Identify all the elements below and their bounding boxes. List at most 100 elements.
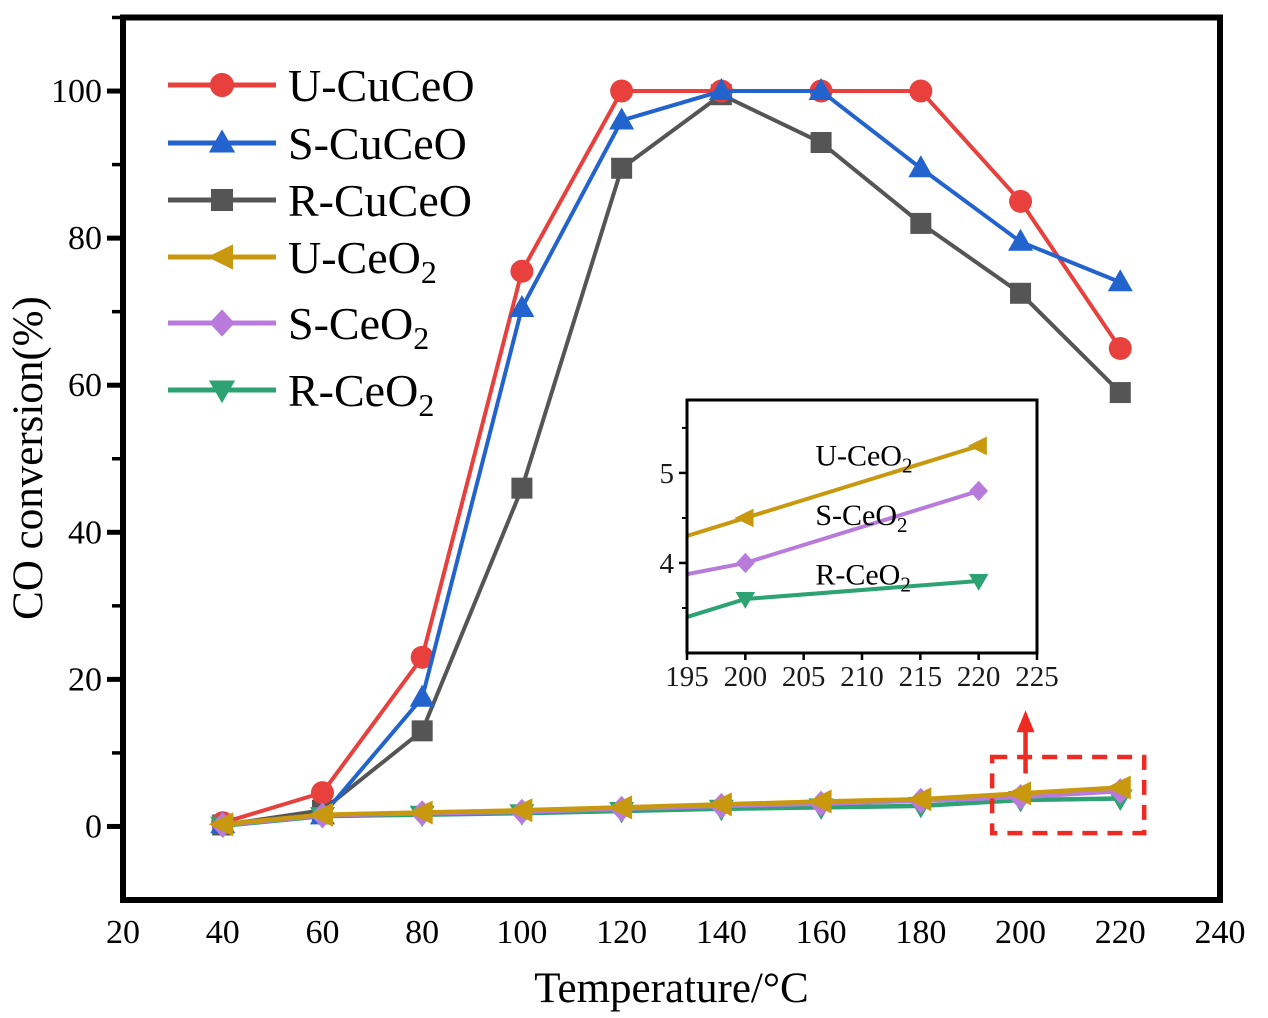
inset-series	[687, 436, 989, 620]
x-tick-label: 160	[796, 914, 847, 951]
series-R-CuCeO	[212, 84, 1131, 836]
marker-U-CeO2	[208, 812, 234, 837]
legend-label: S-CuCeO	[288, 118, 467, 169]
legend-item-R-CuCeO: R-CuCeO	[168, 175, 472, 226]
marker-U-CeO2	[507, 798, 533, 823]
marker-U-CuCeO	[909, 79, 933, 103]
marker-U-CuCeO	[1108, 336, 1132, 360]
y-tick-label: 80	[68, 220, 102, 257]
main-series	[208, 78, 1133, 839]
inset-series-R-CeO2	[687, 573, 989, 620]
marker-U-CeO2	[607, 795, 633, 820]
inset-x-tick-label: 205	[782, 661, 826, 693]
x-tick-label: 80	[405, 914, 439, 951]
marker-U-CeO2	[906, 787, 932, 812]
y-tick-label: 100	[51, 73, 102, 110]
inset-y-tick-label: 4	[660, 548, 675, 580]
legend-item-S-CuCeO: S-CuCeO	[168, 118, 467, 169]
y-tick-label: 20	[68, 661, 102, 698]
marker-S-CuCeO	[609, 107, 635, 130]
marker-U-CeO2	[308, 802, 333, 827]
marker-U-CuCeO	[310, 781, 334, 805]
inset-x-tick-label: 195	[665, 661, 709, 693]
y-axis-title: CO conversion(%)	[5, 296, 52, 620]
y-tick-label: 0	[85, 808, 102, 845]
inset-series-label: R-CeO2	[815, 559, 911, 597]
y-tick-label: 60	[68, 367, 102, 404]
inset-x-tick-label: 225	[1015, 661, 1059, 693]
plot-frame	[120, 14, 1223, 903]
inset-chart: 195 200 205 210 215 220 225 4 5 U-CeO2 S-CeO2 R-CeO…	[660, 398, 1059, 693]
x-tick-label: 20	[106, 914, 140, 951]
marker-U-CuCeO	[510, 259, 534, 283]
legend-item-S-CeO2: S-CeO2	[168, 298, 429, 356]
marker-S-CuCeO	[1107, 269, 1133, 292]
marker-R-CuCeO	[1109, 382, 1131, 404]
legend-item-U-CuCeO: U-CuCeO	[168, 60, 475, 111]
inset-marker-R-CeO2	[968, 573, 989, 591]
inset-x-tick-label: 200	[724, 661, 768, 693]
line-U-CeO2	[222, 785, 1121, 827]
inset-series-label: U-CeO2	[815, 440, 912, 478]
marker-U-CeO2	[1006, 781, 1032, 806]
x-tick-label: 200	[995, 914, 1046, 951]
x-tick-label: 140	[696, 914, 747, 951]
legend-label: R-CuCeO	[288, 175, 472, 226]
inset-x-tick-label: 210	[840, 661, 884, 693]
marker-R-CuCeO	[511, 477, 533, 499]
legend-marker-U-CuCeO	[209, 72, 235, 98]
marker-R-CuCeO	[411, 720, 433, 742]
marker-U-CuCeO	[1009, 189, 1033, 213]
legend-item-R-CeO2: R-CeO2	[168, 365, 434, 423]
inset-x-tick-label: 220	[957, 661, 1001, 693]
marker-U-CeO2	[1106, 775, 1131, 800]
inset-series-U-CeO2	[687, 436, 987, 539]
dashed-highlight-box	[989, 754, 1147, 836]
marker-S-CuCeO	[409, 684, 435, 707]
inset-marker-S-CeO2	[735, 552, 755, 574]
x-tick-label: 180	[895, 914, 946, 951]
inset-marker-U-CeO2	[967, 436, 987, 456]
legend-marker-S-CeO2	[209, 309, 235, 337]
x-tick-label: 40	[206, 914, 240, 951]
inset-marker-S-CeO2	[969, 480, 989, 502]
inset-x-tick-label: 215	[899, 661, 943, 693]
legend-label: R-CeO2	[288, 365, 434, 423]
x-tick-label: 120	[596, 914, 647, 951]
marker-U-CuCeO	[610, 79, 634, 103]
legend: U-CuCeO S-CuCeO R-CuCeO U-CeO2 S-CeO2 R-CeO2	[168, 60, 475, 423]
inset-y-tick-label: 5	[660, 458, 675, 490]
marker-S-CuCeO	[708, 78, 734, 101]
marker-R-CuCeO	[810, 132, 832, 154]
x-tick-label: 60	[305, 914, 339, 951]
x-tick-label: 240	[1195, 914, 1246, 951]
x-tick-label: 220	[1095, 914, 1146, 951]
line-U-CuCeO	[222, 89, 1122, 825]
marker-S-CuCeO	[808, 78, 834, 101]
marker-S-CuCeO	[1008, 228, 1034, 251]
x-axis-title: Temperature/°C	[534, 965, 808, 1012]
y-tick-label: 40	[68, 514, 102, 551]
legend-marker-U-CeO2	[207, 244, 234, 270]
line-S-CuCeO	[222, 89, 1122, 827]
inset-marker-R-CeO2	[735, 591, 756, 609]
marker-S-CuCeO	[509, 294, 535, 317]
legend-item-U-CeO2: U-CeO2	[168, 232, 437, 290]
legend-marker-S-CuCeO	[208, 129, 236, 153]
legend-label: U-CuCeO	[288, 60, 475, 111]
marker-S-CuCeO	[908, 155, 934, 178]
series-U-CeO2	[208, 775, 1131, 837]
legend-label: U-CeO2	[288, 232, 437, 290]
inset-series-label: S-CeO2	[815, 499, 907, 537]
marker-U-CuCeO	[410, 645, 434, 669]
main-axes: 0 20 40 60 80 100 20 40 60 80 100 120 140 160 180 200 22…	[5, 14, 1246, 1012]
marker-R-CuCeO	[611, 157, 633, 179]
marker-U-CeO2	[408, 800, 433, 825]
marker-U-CeO2	[707, 792, 732, 817]
marker-R-CuCeO	[1010, 282, 1032, 304]
arrow-head-icon	[1016, 710, 1035, 733]
callout-annotation	[989, 710, 1147, 836]
